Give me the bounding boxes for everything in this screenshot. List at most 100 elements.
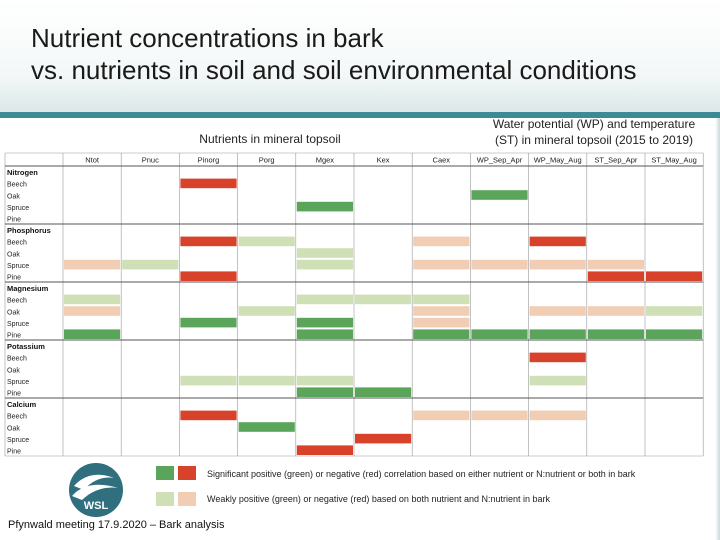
cell-phosphorus-spruce-pnuc [122, 259, 179, 270]
legend-weak-text: Weakly positive (green) or negative (red… [207, 494, 551, 504]
column-header-mgex: Mgex [316, 156, 335, 165]
cell-magnesium-oak-st-sep-apr [587, 306, 644, 316]
cell-magnesium-beech-mgex [296, 294, 353, 305]
row-label-phosphorus-oak: Oak [7, 251, 20, 258]
cell-magnesium-oak-porg [238, 306, 295, 316]
cell-magnesium-oak-caex [413, 306, 470, 316]
row-label-magnesium-pine: Pine [7, 333, 21, 340]
row-label-magnesium-oak: Oak [7, 309, 20, 316]
legend-strong-text: Significant positive (green) or negative… [207, 469, 636, 479]
row-label-calcium-oak: Oak [7, 425, 20, 432]
legend-swatch-strong-positive [156, 466, 174, 480]
group-label-magnesium: Magnesium [7, 284, 49, 293]
cell-magnesium-pine-st-may-aug [646, 329, 703, 339]
water-label-line-1: Water potential (WP) and temperature [492, 117, 696, 131]
row-label-magnesium-spruce: Spruce [7, 321, 29, 328]
row-label-potassium-oak: Oak [7, 367, 20, 374]
row-label-potassium-spruce: Spruce [7, 379, 29, 386]
row-label-phosphorus-beech: Beech [7, 240, 27, 247]
column-header-kex: Kex [377, 156, 390, 165]
side-decoration [715, 118, 720, 540]
cell-phosphorus-pine-st-sep-apr [587, 271, 644, 281]
water-label-line-2: (ST) in mineral topsoil (2015 to 2019) [494, 133, 694, 147]
column-header-st-may-aug: ST_May_Aug [651, 156, 696, 165]
column-header-porg: Porg [259, 156, 275, 165]
cell-potassium-pine-mgex [296, 387, 353, 397]
group-label-phosphorus: Phosphorus [7, 226, 51, 235]
legend-swatch-strong-negative [178, 466, 196, 480]
cell-potassium-spruce-wp-may-aug [529, 375, 586, 386]
cell-calcium-beech-caex [413, 410, 470, 421]
cell-phosphorus-beech-pinorg [180, 236, 237, 247]
cell-calcium-oak-porg [238, 422, 295, 432]
cell-potassium-beech-wp-may-aug [529, 352, 586, 363]
water-temperature-label: Water potential (WP) and temperature (ST… [470, 116, 718, 148]
title-line-1: Nutrient concentrations in bark [31, 23, 384, 53]
legend-swatch-weak-negative [178, 492, 196, 506]
group-label-nitrogen: Nitrogen [7, 168, 38, 177]
title-banner [0, 0, 720, 113]
cell-nitrogen-beech-pinorg [180, 178, 237, 189]
cell-magnesium-pine-wp-may-aug [529, 329, 586, 339]
cell-magnesium-spruce-mgex [296, 317, 353, 328]
cell-magnesium-beech-ntot [64, 294, 121, 305]
cell-potassium-spruce-pinorg [180, 375, 237, 386]
slide-title: Nutrient concentrations in bark vs. nutr… [31, 22, 637, 86]
cell-phosphorus-beech-porg [238, 236, 295, 247]
column-header-wp-sep-apr: WP_Sep_Apr [477, 156, 523, 165]
cell-phosphorus-pine-pinorg [180, 271, 237, 281]
header-divider [0, 112, 720, 118]
cell-magnesium-pine-wp-sep-apr [471, 329, 528, 339]
logo-text: WSL [84, 500, 109, 512]
column-header-st-sep-apr: ST_Sep_Apr [594, 156, 637, 165]
cell-phosphorus-oak-mgex [296, 248, 353, 258]
cell-calcium-beech-wp-sep-apr [471, 410, 528, 421]
cell-magnesium-spruce-pinorg [180, 317, 237, 328]
row-label-potassium-pine: Pine [7, 391, 21, 398]
cell-phosphorus-spruce-mgex [296, 259, 353, 270]
cell-magnesium-pine-ntot [64, 329, 121, 339]
row-label-nitrogen-spruce: Spruce [7, 205, 29, 212]
row-label-nitrogen-oak: Oak [7, 193, 20, 200]
row-label-magnesium-beech: Beech [7, 298, 27, 305]
row-label-phosphorus-pine: Pine [7, 275, 21, 282]
cell-phosphorus-spruce-st-sep-apr [587, 259, 644, 270]
wsl-logo: WSL [69, 463, 123, 517]
cell-magnesium-pine-mgex [296, 329, 353, 339]
cell-calcium-pine-mgex [296, 445, 353, 455]
legend-swatch-weak-positive [156, 492, 174, 506]
cell-calcium-beech-pinorg [180, 410, 237, 421]
group-label-calcium: Calcium [7, 400, 37, 409]
cell-potassium-pine-kex [355, 387, 412, 397]
row-label-nitrogen-beech: Beech [7, 182, 27, 189]
cell-magnesium-oak-ntot [64, 306, 121, 316]
row-label-nitrogen-pine: Pine [7, 217, 21, 224]
soil-nutrients-label: Nutrients in mineral topsoil [199, 132, 341, 146]
cell-magnesium-pine-caex [413, 329, 470, 339]
cell-phosphorus-spruce-caex [413, 259, 470, 270]
cell-magnesium-beech-caex [413, 294, 470, 305]
footer-note: Pfynwald meeting 17.9.2020 – Bark analys… [8, 519, 225, 531]
cell-magnesium-oak-st-may-aug [646, 306, 703, 316]
column-header-pnuc: Pnuc [142, 156, 159, 165]
row-label-potassium-beech: Beech [7, 356, 27, 363]
cell-magnesium-beech-kex [355, 294, 412, 305]
cell-phosphorus-spruce-wp-sep-apr [471, 259, 528, 270]
cell-magnesium-oak-wp-may-aug [529, 306, 586, 316]
cell-nitrogen-spruce-mgex [296, 201, 353, 212]
cell-phosphorus-spruce-ntot [64, 259, 121, 270]
row-label-calcium-beech: Beech [7, 414, 27, 421]
cell-nitrogen-oak-wp-sep-apr [471, 190, 528, 200]
column-header-caex: Caex [433, 156, 451, 165]
cell-phosphorus-pine-st-may-aug [646, 271, 703, 281]
column-header-wp-may-aug: WP_May_Aug [534, 156, 582, 165]
title-line-2: vs. nutrients in soil and soil environme… [31, 55, 637, 85]
row-label-calcium-spruce: Spruce [7, 437, 29, 444]
column-header-ntot: Ntot [85, 156, 100, 165]
cell-magnesium-pine-st-sep-apr [587, 329, 644, 339]
cell-phosphorus-spruce-wp-may-aug [529, 259, 586, 270]
cell-phosphorus-beech-wp-may-aug [529, 236, 586, 247]
row-label-phosphorus-spruce: Spruce [7, 263, 29, 270]
group-label-potassium: Potassium [7, 342, 45, 351]
